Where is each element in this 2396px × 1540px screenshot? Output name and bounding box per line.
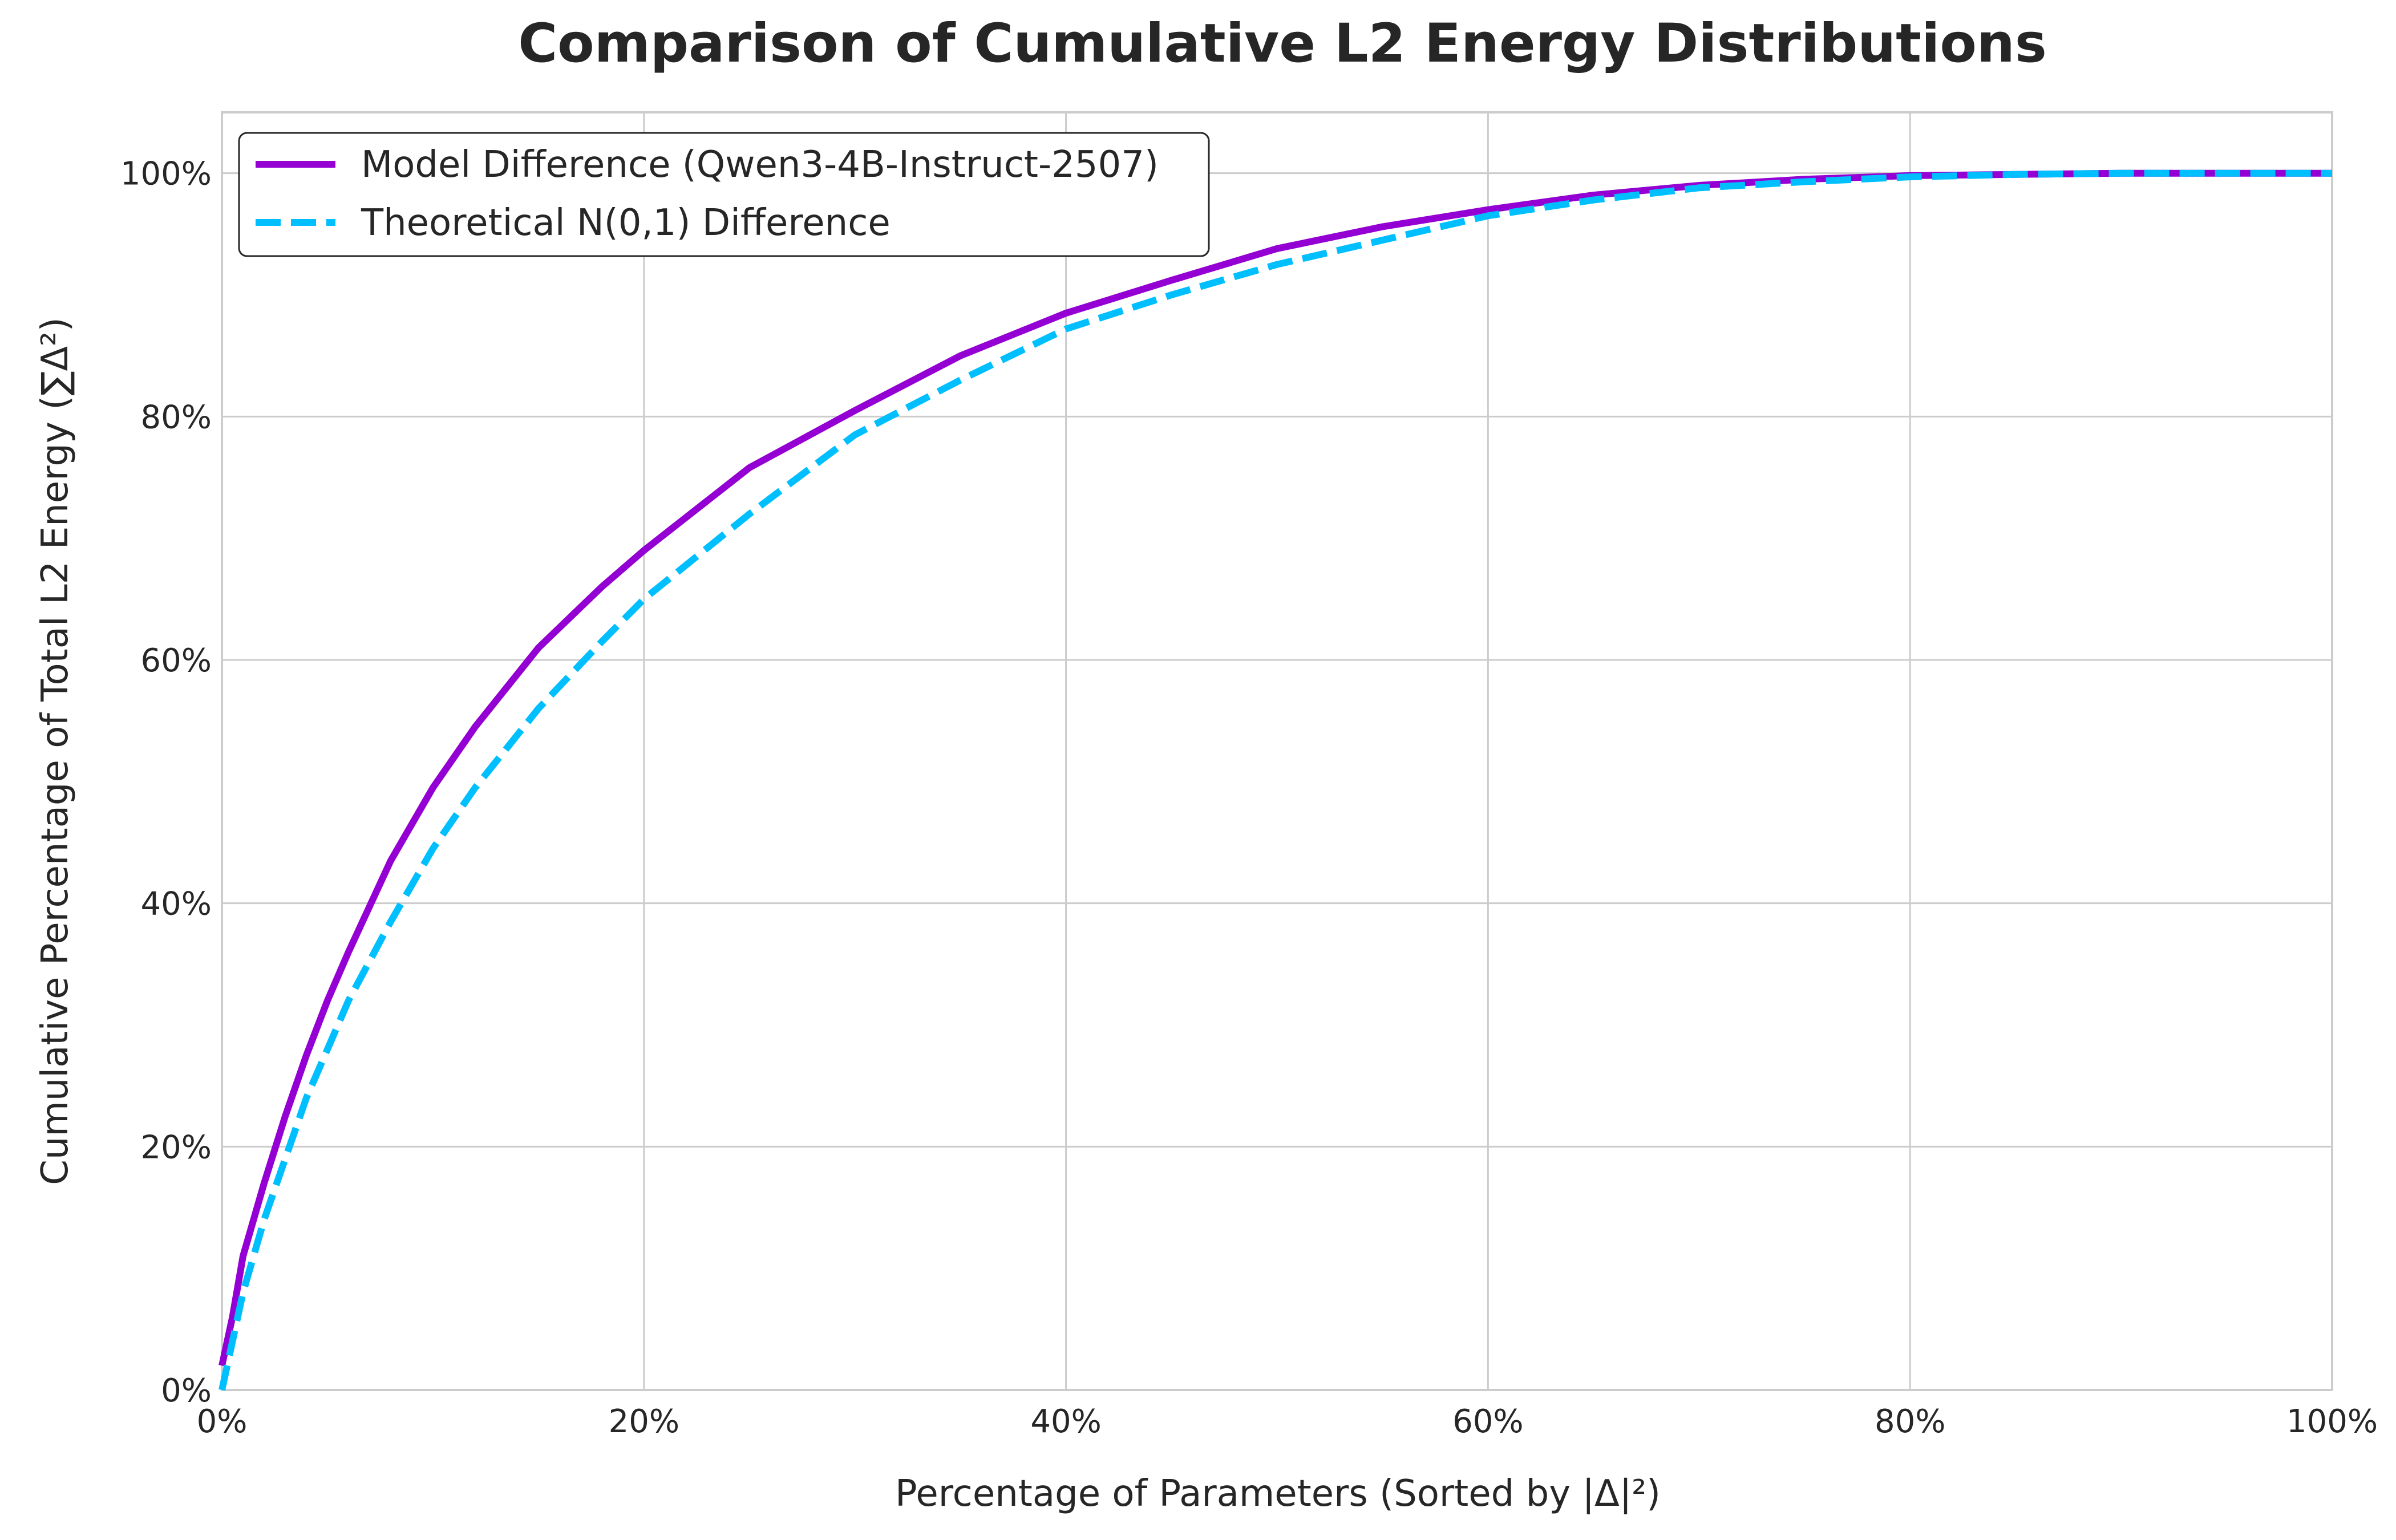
x-tick-label: 0% bbox=[197, 1403, 248, 1440]
plot-area bbox=[218, 111, 2333, 1391]
x-tick-label: 40% bbox=[1030, 1403, 1101, 1440]
y-tick-label: 80% bbox=[141, 399, 212, 436]
y-axis-label: Cumulative Percentage of Total L2 Energy… bbox=[34, 317, 76, 1185]
x-axis-label: Percentage of Parameters (Sorted by |Δ|²… bbox=[895, 1473, 1661, 1515]
x-axis-ticks: 0% 20% 40% 60% 80% 100% bbox=[197, 1403, 2378, 1440]
x-tick-label: 60% bbox=[1452, 1403, 1523, 1440]
y-tick-label: 40% bbox=[141, 886, 212, 923]
plot-frame bbox=[221, 111, 2333, 1391]
legend: Model Difference (Qwen3-4B-Instruct-2507… bbox=[238, 132, 1210, 257]
y-tick-label: 100% bbox=[120, 156, 212, 193]
x-tick-label: 20% bbox=[609, 1403, 679, 1440]
x-tick-label: 100% bbox=[2286, 1403, 2378, 1440]
y-tick-label: 60% bbox=[141, 642, 212, 679]
legend-box bbox=[238, 132, 1210, 257]
y-tick-label: 20% bbox=[141, 1129, 212, 1166]
chart-title: Comparison of Cumulative L2 Energy Distr… bbox=[518, 13, 2047, 75]
y-axis-ticks: 0% 20% 40% 60% 80% 100% bbox=[120, 156, 212, 1409]
series-layer bbox=[218, 169, 2332, 1391]
series-line-theoretical bbox=[218, 169, 2332, 1391]
legend-label-theoretical: Theoretical N(0,1) Difference bbox=[361, 202, 891, 244]
legend-label-model-difference: Model Difference (Qwen3-4B-Instruct-2507… bbox=[361, 144, 1159, 186]
y-tick-label: 0% bbox=[161, 1372, 212, 1409]
x-tick-label: 80% bbox=[1875, 1403, 1945, 1440]
series-line-model-difference bbox=[218, 169, 2332, 1367]
